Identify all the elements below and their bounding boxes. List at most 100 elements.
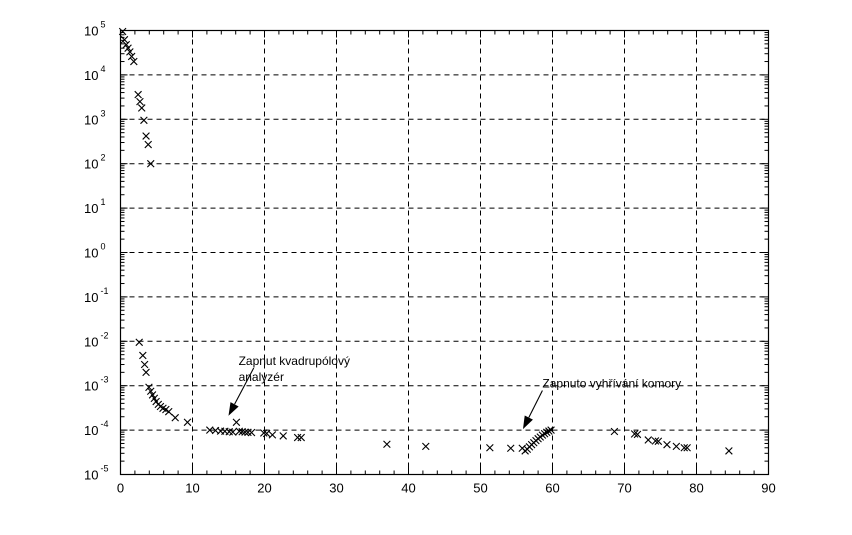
- marker-stroke: [383, 440, 391, 449]
- marker-stroke: [279, 432, 288, 440]
- data-point-marker: [134, 90, 142, 99]
- marker-stroke: [126, 48, 134, 56]
- marker-stroke: [680, 443, 689, 452]
- marker-stroke: [127, 52, 136, 61]
- data-point-marker: [268, 431, 277, 439]
- x-tick-label: 80: [689, 481, 703, 496]
- marker-stroke: [124, 44, 132, 52]
- marker-stroke: [146, 387, 155, 396]
- annotations: Zapnut kvadrupólový analyzér Zapnuto vyhří…: [228, 354, 681, 430]
- data-point-marker: [542, 428, 551, 437]
- marker-stroke: [262, 429, 271, 438]
- marker-stroke: [205, 426, 214, 434]
- marker-stroke: [293, 433, 302, 442]
- marker-stroke: [118, 27, 127, 36]
- marker-stroke: [229, 428, 237, 436]
- marker-stroke: [130, 57, 138, 66]
- y-tick-label-mantissa: 10: [84, 24, 98, 39]
- y-tick-label: 10 -3: [84, 375, 108, 394]
- axis-ticks: [120, 30, 769, 475]
- data-point-marker: [672, 442, 681, 451]
- y-tick-label-mantissa: 10: [84, 423, 98, 438]
- x-tick-label: 10: [185, 481, 199, 496]
- y-tick-label-exponent: -3: [101, 375, 109, 385]
- data-point-marker: [164, 407, 173, 416]
- marker-stroke: [120, 35, 129, 44]
- data-point-marker: [146, 159, 155, 168]
- data-point-marker: [725, 447, 733, 455]
- data-point-marker: [120, 35, 129, 44]
- y-tick-label: 10 -5: [84, 464, 108, 483]
- y-tick-label-mantissa: 10: [84, 201, 98, 216]
- marker-stroke: [225, 427, 234, 436]
- marker-stroke: [259, 429, 268, 437]
- data-point-marker: [279, 432, 288, 440]
- marker-stroke: [540, 429, 549, 438]
- data-point-marker: [146, 387, 155, 396]
- data-point-marker: [680, 443, 689, 452]
- data-point-marker: [297, 433, 306, 442]
- annotation-quadrupole: Zapnut kvadrupólový analyzér: [228, 354, 350, 416]
- data-point-marker: [135, 338, 144, 347]
- data-point-marker: [486, 443, 494, 452]
- marker-stroke: [142, 368, 150, 377]
- data-point-marker: [651, 437, 660, 445]
- y-tick-label-mantissa: 10: [84, 68, 98, 83]
- annotation-arrow-line: [528, 390, 543, 418]
- marker-stroke: [140, 116, 148, 125]
- marker-stroke: [135, 338, 144, 347]
- data-point-marker: [136, 97, 144, 106]
- annotation-text-line: Zapnuto vyhřívání komory: [542, 376, 681, 390]
- y-tick-label: 10 1: [84, 197, 105, 216]
- y-tick-label-exponent: 3: [101, 108, 106, 118]
- y-tick-label-exponent: 5: [101, 20, 106, 30]
- marker-stroke: [148, 391, 157, 399]
- marker-stroke: [146, 159, 155, 168]
- data-point-marker: [259, 429, 268, 437]
- marker-stroke: [136, 97, 144, 106]
- marker-stroke: [542, 428, 551, 437]
- marker-stroke: [241, 428, 249, 436]
- marker-stroke: [164, 407, 173, 416]
- marker-stroke: [134, 90, 142, 99]
- marker-stroke: [139, 351, 147, 360]
- marker-stroke: [244, 428, 252, 437]
- marker-stroke: [545, 427, 553, 435]
- marker-stroke: [159, 404, 167, 413]
- data-point-marker: [124, 44, 132, 52]
- marker-stroke: [506, 444, 515, 453]
- data-point-marker: [630, 430, 639, 438]
- data-point-marker: [383, 440, 391, 449]
- data-point-marker: [183, 418, 192, 427]
- data-point-marker: [142, 368, 150, 377]
- y-tick-label-exponent: -5: [101, 464, 109, 474]
- data-point-marker: [241, 428, 249, 436]
- y-tick-label-exponent: -2: [101, 330, 109, 340]
- data-point-marker: [644, 436, 653, 444]
- annotation-chamber-heating: Zapnuto vyhřívání komory: [522, 376, 681, 430]
- annotation-text: Zapnut kvadrupólový analyzér: [239, 354, 350, 384]
- marker-stroke: [268, 431, 277, 439]
- x-tick-label: 50: [473, 481, 487, 496]
- data-point-marker: [118, 27, 127, 36]
- data-point-marker: [232, 418, 241, 427]
- grid-lines: [120, 30, 769, 475]
- marker-stroke: [421, 442, 430, 451]
- data-point-marker: [140, 360, 149, 369]
- data-point-marker: [545, 427, 553, 435]
- annotation-arrow-head: [228, 402, 239, 416]
- data-point-marker: [145, 383, 153, 392]
- x-axis-tick-labels: 0 10 20 30 40 50 60 70 80 90: [117, 481, 776, 496]
- marker-stroke: [142, 132, 150, 140]
- marker-stroke: [547, 426, 555, 434]
- marker-stroke: [297, 433, 306, 442]
- annotation-text-line: Zapnut kvadrupólový: [239, 354, 350, 368]
- marker-stroke: [644, 436, 653, 444]
- data-point-marker: [610, 427, 619, 436]
- data-point-marker: [262, 429, 271, 438]
- y-tick-label: 10 5: [84, 20, 105, 39]
- x-tick-label: 60: [545, 481, 559, 496]
